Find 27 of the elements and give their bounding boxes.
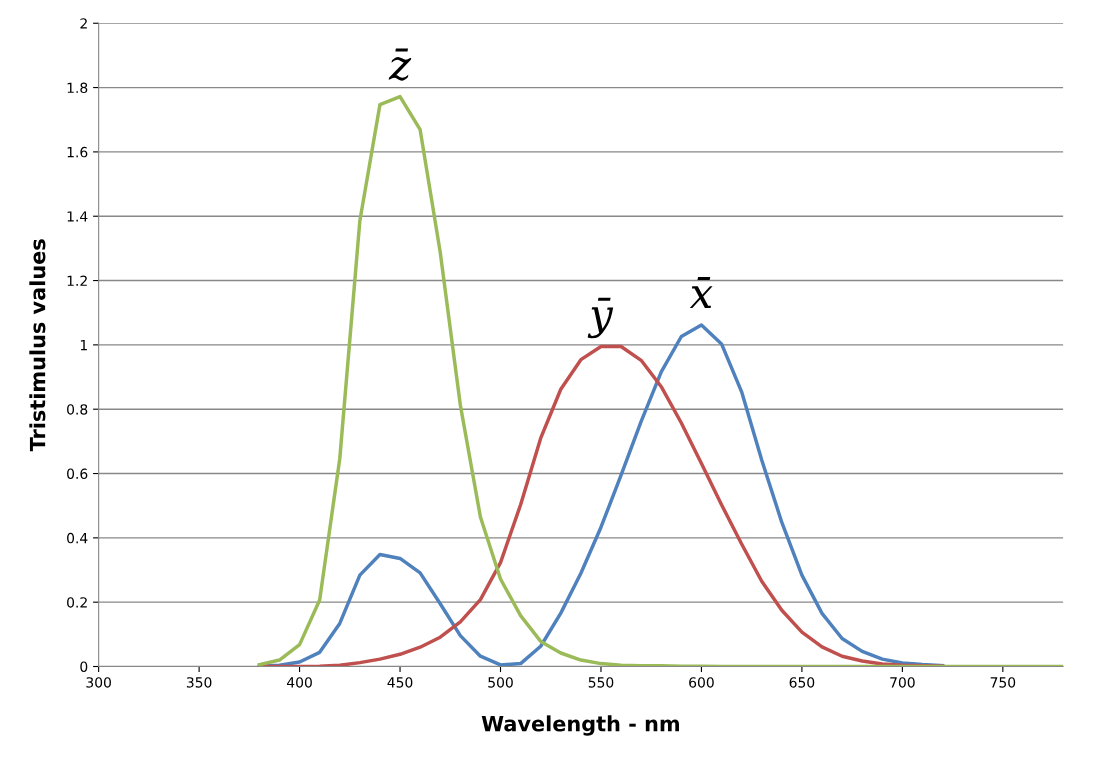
x-axis-title: Wavelength - nm [481, 715, 679, 736]
x-tick-label: 400 [287, 677, 312, 688]
y-tick-label: 2 [80, 18, 87, 29]
y-tick-label: 0.6 [67, 468, 88, 479]
x-tick-label: 450 [387, 677, 413, 688]
x-tick-label: 500 [488, 677, 513, 688]
y-tick-label: 0.4 [67, 532, 88, 544]
y-tick-label: 1.4 [67, 211, 88, 222]
x-tick-label: 550 [588, 677, 614, 688]
x-tick-label: 600 [689, 677, 714, 688]
y-tick-label: 1 [80, 340, 87, 351]
y-tick-label: 1.2 [67, 275, 87, 286]
x-tick-label: 300 [86, 677, 111, 688]
y-tick-label: 0.2 [67, 597, 87, 608]
y-tick-label: 0 [80, 661, 88, 672]
x-tick-label: 650 [789, 677, 815, 688]
y-tick-label: 0.8 [67, 404, 88, 415]
series-label: x̄ [689, 276, 713, 308]
series-label: z̄ [388, 48, 412, 81]
y-axis-title: Tristimulus values [29, 239, 46, 452]
x-tick-label: 350 [186, 677, 212, 688]
x-tick-label: 750 [990, 677, 1016, 688]
series-label: ȳ [587, 297, 614, 339]
x-tick-label: 700 [890, 677, 915, 688]
y-tick-label: 1.6 [67, 146, 88, 158]
line-series [257, 94, 1064, 667]
y-tick-label: 1.8 [67, 82, 88, 94]
